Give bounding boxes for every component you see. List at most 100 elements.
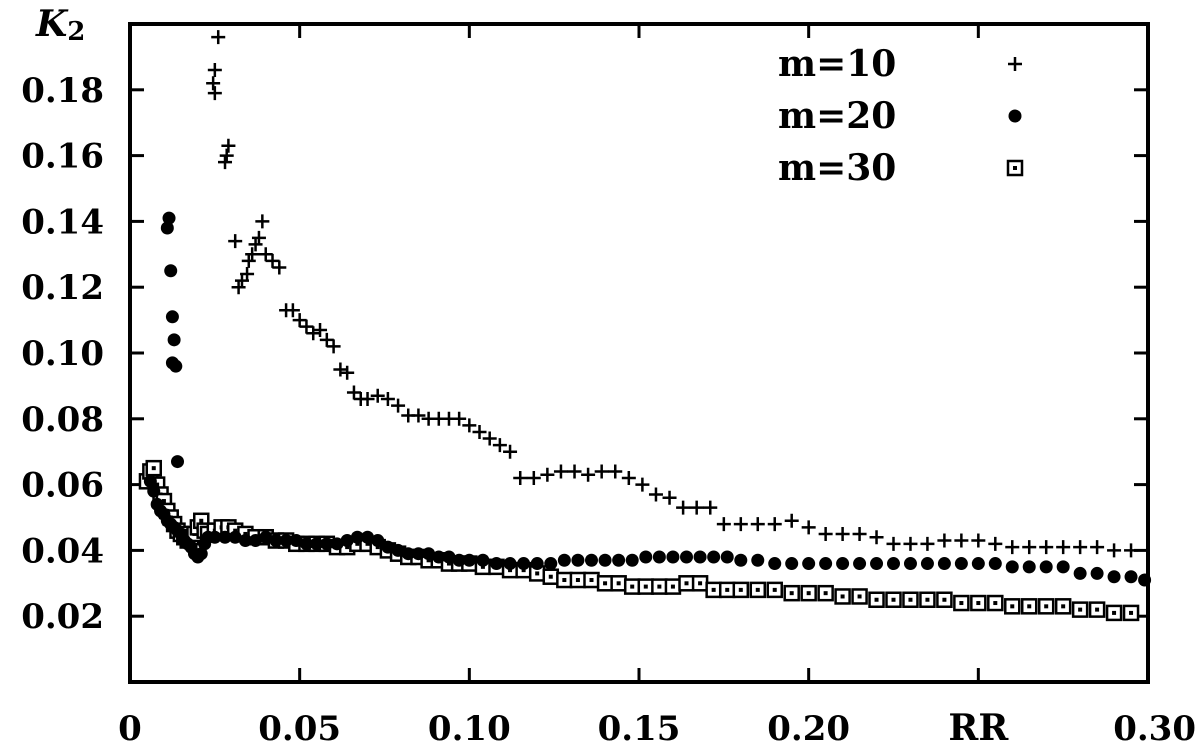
- square-marker-dot: [155, 482, 160, 487]
- data-point-circle: [432, 550, 446, 564]
- data-point-plus: [482, 431, 497, 446]
- data-point-plus: [411, 408, 426, 423]
- y-tick-label: 0.08: [21, 400, 104, 440]
- data-point-circle: [802, 557, 816, 571]
- data-point-plus: [818, 526, 833, 541]
- legend-marker-square: [1006, 159, 1024, 177]
- data-point-circle: [350, 530, 364, 544]
- data-point-square: [542, 568, 560, 585]
- y-tick-labels: 0.02 0.04 0.06 0.08 0.10 0.12 0.14 0.16 0.18: [21, 71, 104, 637]
- data-point-plus: [1124, 543, 1139, 558]
- data-point-plus: [240, 267, 255, 282]
- data-point-square: [1037, 598, 1055, 615]
- svg-text:K2: K2: [35, 3, 85, 47]
- data-point-plus: [206, 76, 221, 91]
- data-point-circle: [160, 221, 174, 235]
- data-point-plus: [248, 237, 263, 252]
- data-point-plus: [472, 424, 487, 439]
- data-point-plus: [676, 500, 691, 515]
- data-point-circle: [259, 530, 273, 544]
- data-point-circle: [442, 550, 456, 564]
- data-point-plus: [581, 467, 596, 482]
- data-point-square: [834, 588, 851, 605]
- data-point-plus: [886, 536, 901, 551]
- data-point-square: [987, 594, 1004, 612]
- data-point-circle: [228, 530, 242, 544]
- data-point-circle: [971, 557, 985, 571]
- data-point-circle: [598, 553, 612, 567]
- square-marker-dot: [840, 594, 845, 599]
- square-marker-dot: [365, 541, 370, 546]
- data-point-circle: [785, 557, 799, 571]
- data-point-square: [1088, 601, 1106, 618]
- data-point-circle: [167, 333, 181, 347]
- data-point-circle: [903, 557, 917, 571]
- data-point-circle: [208, 530, 222, 544]
- data-point-plus: [346, 385, 361, 400]
- data-point-circle: [517, 557, 531, 571]
- data-point-plus: [903, 536, 918, 551]
- y-tick-label: 0.16: [21, 137, 104, 177]
- data-point-circle: [625, 553, 639, 567]
- data-point-plus: [750, 517, 765, 532]
- data-point-circle: [361, 530, 375, 544]
- data-point-circle: [503, 557, 517, 571]
- data-point-plus: [265, 253, 280, 268]
- data-point-square: [902, 591, 919, 608]
- data-point-square: [651, 578, 668, 595]
- data-point-circle: [1005, 560, 1019, 574]
- data-point-plus: [255, 214, 270, 229]
- square-marker-dot: [575, 578, 580, 583]
- data-point-plus: [920, 536, 935, 551]
- data-point-circle: [452, 553, 466, 567]
- data-point-circle: [1090, 566, 1104, 580]
- data-point-plus: [937, 533, 952, 548]
- data-point-circle: [1022, 560, 1036, 574]
- square-marker-dot: [355, 541, 360, 546]
- square-marker-dot: [908, 597, 913, 602]
- data-point-plus: [621, 471, 636, 486]
- data-point-circle: [652, 550, 666, 564]
- square-marker-dot: [942, 597, 947, 602]
- data-point-square: [766, 581, 783, 599]
- data-point-plus: [1039, 540, 1054, 555]
- square-marker-dot: [199, 518, 204, 523]
- data-point-circle: [279, 534, 293, 548]
- square-marker-dot: [1013, 166, 1017, 170]
- data-point-circle: [289, 534, 303, 548]
- square-marker-dot: [1027, 604, 1032, 609]
- data-point-plus: [207, 63, 222, 78]
- data-point-square: [1122, 604, 1140, 622]
- data-point-plus: [221, 138, 236, 153]
- data-point-plus: [1073, 540, 1088, 555]
- square-marker-dot: [345, 545, 350, 550]
- data-point-plus: [272, 260, 287, 275]
- data-point-plus: [313, 322, 328, 337]
- data-point-plus: [767, 517, 782, 532]
- data-point-plus: [988, 536, 1003, 551]
- data-point-plus: [452, 411, 467, 426]
- data-point-square: [1004, 598, 1021, 615]
- data-point-square: [569, 571, 587, 589]
- data-points: [138, 30, 1152, 622]
- data-point-circle: [557, 553, 571, 567]
- data-point-square: [583, 571, 600, 589]
- data-point-plus: [292, 313, 307, 328]
- data-point-plus: [285, 303, 300, 318]
- square-marker-dot: [508, 568, 513, 573]
- x-tick-label: 0: [118, 709, 142, 748]
- data-point-plus: [207, 86, 222, 101]
- data-point-plus: [662, 490, 677, 505]
- data-point-plus: [594, 464, 609, 479]
- data-point-square: [885, 591, 902, 608]
- legend-marker-circle: [1008, 109, 1022, 123]
- x-tick-label: 0.10: [428, 709, 511, 748]
- data-point-circle: [320, 537, 334, 551]
- data-point-square: [1105, 604, 1123, 622]
- square-marker-dot: [959, 601, 964, 606]
- data-point-plus: [1005, 540, 1020, 555]
- data-point-circle: [751, 553, 765, 567]
- data-point-circle: [401, 547, 415, 561]
- data-point-circle: [164, 264, 178, 278]
- data-point-plus: [971, 533, 986, 548]
